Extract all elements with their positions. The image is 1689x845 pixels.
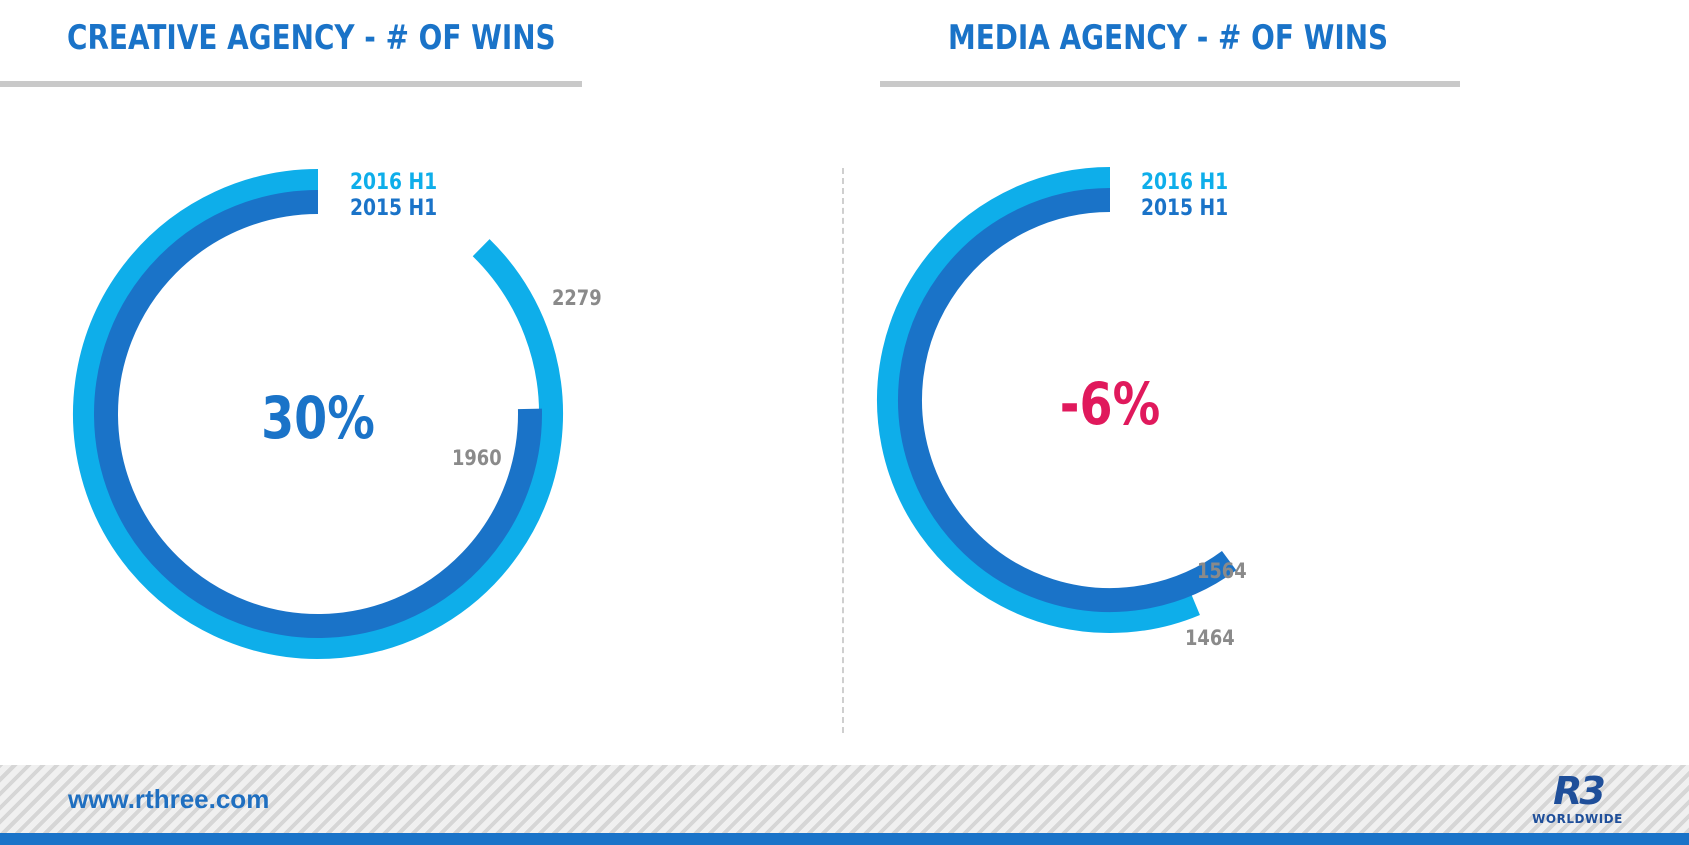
chart-title-creative: CREATIVE AGENCY - # OF WINS xyxy=(67,18,556,58)
footer-band xyxy=(0,765,1689,833)
media-arc-2015-h1 xyxy=(898,188,1237,612)
media-legend-2016-h1: 2016 H1 xyxy=(1141,169,1228,195)
creative-value-label-2015-h1: 1960 xyxy=(452,446,502,471)
media-value-label-2015-h1: 1564 xyxy=(1197,559,1247,584)
media-legend-2015-h1: 2015 H1 xyxy=(1141,195,1228,221)
r3-logo-subtext: WORLDWIDE xyxy=(1532,812,1623,826)
r3-logo-mark: R3 xyxy=(1553,769,1606,813)
creative-legend-2015-h1: 2015 H1 xyxy=(350,195,437,221)
title-underline-creative xyxy=(0,81,582,87)
creative-center-percent: 30% xyxy=(261,384,375,452)
chart-title-media: MEDIA AGENCY - # OF WINS xyxy=(948,18,1389,58)
creative-arc-2015-h1 xyxy=(94,190,542,638)
media-center-percent: -6% xyxy=(1060,370,1160,438)
footer-url-link[interactable]: www.rthree.com xyxy=(68,784,270,814)
media-arc-2016-h1 xyxy=(877,167,1200,633)
title-underline-media xyxy=(880,81,1460,87)
creative-value-label-2016-h1: 2279 xyxy=(552,286,602,311)
footer-accent-line xyxy=(0,833,1689,845)
chart-divider xyxy=(842,168,844,733)
creative-legend-2016-h1: 2016 H1 xyxy=(350,169,437,195)
creative-arc-2016-h1 xyxy=(73,169,563,659)
media-value-label-2016-h1: 1464 xyxy=(1185,626,1235,651)
r3-logo: R3 WORLDWIDE xyxy=(1520,772,1635,830)
